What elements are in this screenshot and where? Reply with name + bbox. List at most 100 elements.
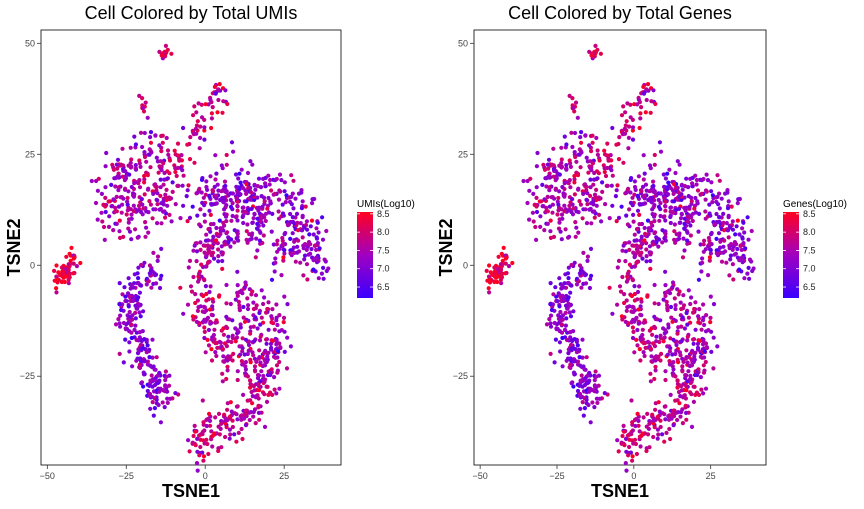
data-point — [292, 250, 297, 255]
data-point — [194, 319, 199, 324]
y-tick-label: 0 — [30, 260, 35, 270]
data-point — [237, 306, 242, 311]
data-point — [274, 363, 280, 368]
data-point — [141, 309, 146, 314]
data-point — [203, 284, 208, 289]
data-point — [117, 302, 122, 307]
data-point — [126, 226, 131, 231]
data-point — [221, 99, 226, 104]
data-point — [236, 299, 241, 304]
data-point — [226, 339, 231, 344]
data-point — [236, 191, 241, 196]
data-point — [644, 87, 649, 92]
data-point — [123, 294, 128, 299]
data-point — [501, 245, 506, 250]
data-point — [615, 183, 620, 188]
data-point — [291, 206, 296, 211]
data-point — [142, 130, 147, 136]
data-point — [597, 212, 602, 217]
data-point — [285, 335, 290, 340]
data-point — [230, 318, 235, 323]
data-point — [167, 171, 172, 176]
data-point — [311, 267, 316, 272]
data-point — [275, 370, 280, 375]
data-point — [568, 362, 573, 367]
data-point — [253, 421, 258, 426]
data-point — [111, 167, 116, 172]
data-point — [154, 281, 159, 286]
data-point — [545, 162, 551, 167]
data-point — [228, 244, 233, 249]
data-point — [658, 333, 663, 338]
data-point — [115, 174, 120, 179]
data-point — [661, 326, 666, 331]
data-point — [583, 133, 588, 138]
data-point — [676, 292, 681, 297]
data-point — [548, 218, 553, 223]
data-point — [253, 255, 258, 260]
data-point — [671, 423, 676, 428]
data-point — [130, 313, 135, 318]
data-point — [305, 227, 310, 232]
data-point — [559, 157, 564, 162]
data-point — [241, 220, 246, 226]
data-point — [145, 115, 150, 120]
data-point — [624, 279, 630, 284]
data-point — [640, 327, 645, 332]
data-point — [566, 265, 571, 270]
data-point — [144, 282, 149, 287]
data-point — [173, 391, 178, 396]
data-point — [106, 224, 112, 229]
data-point — [103, 164, 108, 169]
data-point — [103, 209, 108, 215]
data-point — [198, 437, 203, 442]
data-point — [317, 246, 322, 251]
legend-tick-label: 7.5 — [803, 245, 816, 255]
data-point — [270, 307, 275, 312]
data-point — [251, 353, 256, 358]
data-point — [197, 271, 202, 276]
data-point — [207, 194, 212, 199]
data-point — [270, 211, 275, 216]
data-point — [234, 184, 239, 189]
data-point — [571, 309, 576, 314]
data-point — [675, 159, 680, 164]
data-point — [634, 451, 640, 457]
data-point — [135, 271, 140, 276]
data-point — [558, 349, 563, 354]
data-point — [234, 404, 240, 409]
data-point — [715, 344, 720, 349]
data-point — [670, 352, 675, 357]
data-point — [311, 258, 316, 263]
data-point — [644, 254, 649, 259]
data-point — [162, 405, 167, 410]
data-point — [268, 199, 273, 204]
data-point — [676, 236, 682, 241]
data-point — [124, 299, 129, 304]
data-point — [635, 289, 641, 295]
data-point — [264, 310, 269, 315]
data-point — [717, 178, 722, 183]
data-point — [139, 381, 144, 386]
data-point — [630, 458, 635, 463]
data-point — [572, 358, 577, 363]
data-point — [141, 206, 146, 211]
data-point — [113, 322, 119, 327]
data-point — [67, 251, 72, 256]
data-point — [214, 171, 219, 176]
data-point — [195, 436, 200, 441]
data-point — [150, 337, 155, 342]
data-point — [185, 188, 190, 193]
data-point — [639, 202, 644, 207]
data-point — [159, 221, 164, 226]
data-point — [222, 242, 227, 247]
data-point — [627, 437, 632, 442]
data-point — [288, 251, 293, 256]
data-point — [107, 214, 112, 219]
data-point — [186, 438, 191, 443]
data-point — [585, 258, 590, 263]
data-point — [140, 202, 145, 207]
data-point — [557, 220, 562, 225]
data-point — [636, 321, 641, 326]
data-point — [570, 202, 575, 207]
